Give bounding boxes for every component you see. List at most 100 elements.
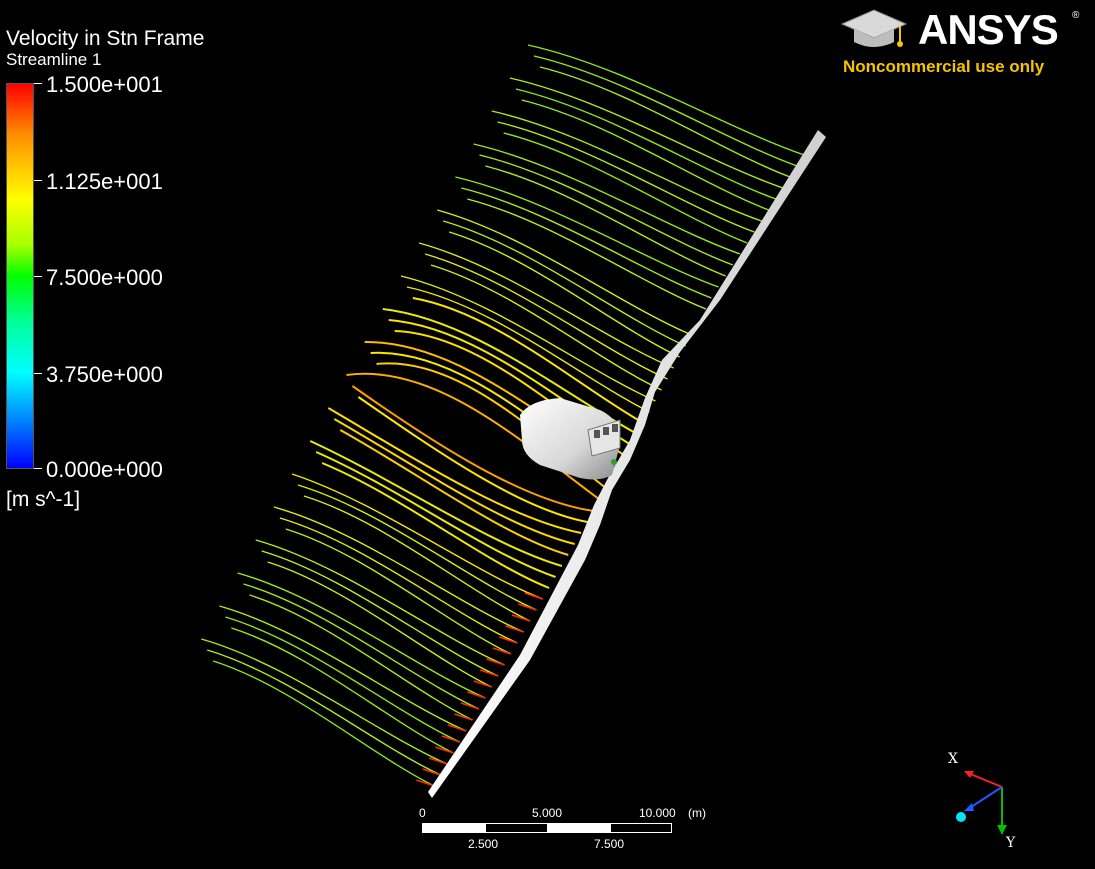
streamline <box>309 440 563 567</box>
streamline-tip <box>511 614 531 622</box>
streamline <box>503 132 748 244</box>
streamline <box>412 297 644 424</box>
streamline <box>461 187 712 299</box>
streamline <box>249 594 473 721</box>
streamline <box>261 550 499 677</box>
z-axis-arrow <box>967 786 1003 810</box>
streamline-tip <box>460 702 480 710</box>
streamline <box>207 649 441 776</box>
streamline <box>455 176 719 288</box>
streamline-tip <box>518 603 537 611</box>
streamline-tip <box>454 713 473 721</box>
scale-label: 7.500 <box>594 837 625 851</box>
axis-triad: X Y <box>930 745 1030 855</box>
streamline <box>255 539 505 666</box>
streamline <box>424 253 668 380</box>
x-axis-arrow <box>967 772 1003 788</box>
streamline <box>231 627 454 754</box>
legend-tick-label: 1.125e+001 <box>46 169 163 194</box>
streamline-tip <box>492 647 512 655</box>
streamline <box>346 372 601 501</box>
streamline <box>521 99 769 211</box>
y-axis-label: Y <box>1006 835 1016 851</box>
legend-tick <box>34 276 42 277</box>
noncommercial-note: Noncommercial use only <box>843 57 1045 76</box>
legend-unit: [m s^-1] <box>6 488 81 511</box>
streamline <box>515 88 776 200</box>
registered-mark: ® <box>1072 10 1080 21</box>
legend-tick <box>34 180 42 181</box>
streamline-tip <box>524 592 544 600</box>
legend-tick-label-max: 1.500e+001 <box>46 72 163 97</box>
scale-segment <box>548 823 610 833</box>
streamline-tip <box>486 658 505 666</box>
scale-unit: (m) <box>688 806 706 820</box>
streamline-tip <box>499 636 518 644</box>
streamline <box>443 220 686 347</box>
origin-sphere <box>956 812 966 822</box>
streamline <box>509 77 784 189</box>
streamline <box>333 418 575 545</box>
legend-tick <box>34 373 42 374</box>
streamline-tip <box>447 724 467 732</box>
nacelle <box>520 398 621 480</box>
legend-title: Velocity in Stn Frame <box>6 27 205 50</box>
color-bar <box>6 83 34 469</box>
streamline-tip <box>505 625 524 633</box>
x-axis-label: X <box>948 751 958 767</box>
streamline <box>533 55 798 167</box>
streamline-tip <box>428 757 448 765</box>
streamline <box>479 154 734 266</box>
graduation-cap-icon <box>840 9 908 47</box>
scale-label: 0 <box>419 806 426 820</box>
streamline <box>201 638 448 765</box>
streamline <box>267 561 493 688</box>
legend-tick <box>34 468 42 469</box>
streamline <box>485 165 726 277</box>
legend-tick-label: 3.750e+000 <box>46 362 163 387</box>
streamline-tip <box>441 735 461 743</box>
streamline <box>406 286 650 413</box>
streamline <box>212 660 435 787</box>
streamline <box>279 517 518 644</box>
streamline <box>225 616 461 743</box>
streamline <box>243 583 480 710</box>
streamline <box>497 121 755 233</box>
streamline-tip <box>416 779 435 787</box>
legend-tick-label: 7.500e+000 <box>46 265 163 290</box>
streamline <box>357 396 588 523</box>
legend-tick-label-min: 0.000e+000 <box>46 457 163 482</box>
scale-label: 5.000 <box>532 806 563 820</box>
ansys-logo: ANSYS ® Noncommercial use only <box>840 2 1080 77</box>
streamline <box>491 110 762 222</box>
streamline <box>273 506 524 633</box>
streamline-tip <box>479 669 499 677</box>
scale-segment <box>610 823 672 833</box>
streamline <box>448 231 680 358</box>
streamline <box>418 242 674 369</box>
legend-tick <box>34 83 42 84</box>
streamline <box>527 44 805 156</box>
streamline-tip <box>422 768 441 776</box>
streamline-tip <box>467 691 486 699</box>
streamline <box>297 484 537 611</box>
streamline <box>473 143 741 255</box>
streamline <box>430 264 662 391</box>
scale-label: 2.500 <box>468 837 499 851</box>
streamline <box>219 605 467 732</box>
streamline <box>321 462 550 589</box>
streamlines <box>201 44 805 787</box>
scale-segment <box>485 823 548 833</box>
streamline <box>303 495 531 622</box>
streamline <box>437 209 693 336</box>
streamline <box>467 198 707 310</box>
streamline <box>400 275 656 402</box>
streamline <box>315 451 556 578</box>
streamline <box>327 407 582 534</box>
rotor-blade <box>428 130 826 798</box>
streamline <box>291 473 544 600</box>
streamline <box>285 528 512 655</box>
ansys-brand-text: ANSYS <box>918 6 1059 53</box>
scale-segment <box>422 823 485 833</box>
